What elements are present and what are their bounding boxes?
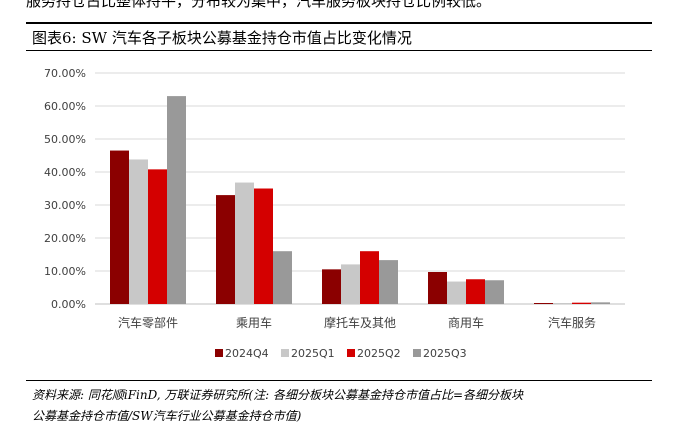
y-tick-label: 0.00% — [51, 298, 86, 311]
x-tick-label: 摩托车及其他 — [324, 315, 396, 330]
bar-2025Q1-0 — [129, 159, 148, 304]
bar-2025Q2-3 — [466, 279, 485, 304]
source-note: 资料来源: 同花顺iFinD, 万联证券研究所(注: 各细分板块公募基金持仓市值… — [32, 388, 524, 402]
y-axis-ticks: 0.00% 10.00% 20.00% 30.00% 40.00% 50.00% 60.00… — [44, 67, 86, 311]
bars — [110, 96, 610, 304]
y-tick-label: 10.00% — [44, 265, 86, 278]
y-tick-label: 30.00% — [44, 199, 86, 212]
x-tick-label: 汽车零部件 — [118, 315, 178, 330]
bar-2025Q2-1 — [254, 188, 273, 304]
y-tick-label: 60.00% — [44, 100, 86, 113]
y-tick-label: 40.00% — [44, 166, 86, 179]
top-cut-text: 服务持仓占比整体持平，分布较为集中，汽车服务板块持仓比例较低。 — [26, 0, 492, 10]
bar-2025Q3-1 — [273, 251, 292, 304]
source-top-rule — [26, 380, 652, 381]
figure-title: 图表6: SW 汽车各子板块公募基金持仓市值占比变化情况 — [32, 29, 412, 47]
x-tick-label: 乘用车 — [236, 315, 272, 330]
y-tick-label: 70.00% — [44, 67, 86, 80]
bar-2025Q3-0 — [167, 96, 186, 304]
legend-swatch — [347, 349, 355, 357]
legend: 2024Q4 2025Q1 2025Q2 2025Q3 — [215, 347, 467, 360]
bar-2024Q4-3 — [428, 271, 447, 304]
bar-2025Q1-1 — [235, 182, 254, 304]
x-axis-ticks: 汽车零部件 乘用车 摩托车及其他 商用车 汽车服务 — [118, 315, 596, 330]
bar-2025Q2-4 — [572, 302, 591, 304]
legend-label: 2025Q1 — [291, 347, 335, 360]
legend-swatch — [413, 349, 421, 357]
bar-2025Q3-4 — [591, 302, 610, 304]
legend-label: 2024Q4 — [225, 347, 269, 360]
legend-swatch — [215, 349, 223, 357]
bar-2025Q3-2 — [379, 260, 398, 304]
bar-2025Q3-3 — [485, 280, 504, 304]
y-tick-label: 50.00% — [44, 133, 86, 146]
legend-label: 2025Q3 — [423, 347, 467, 360]
source-note-continued: 公募基金持仓市值/SW汽车行业公募基金持仓市值) — [32, 409, 302, 423]
bar-2025Q1-2 — [341, 264, 360, 304]
bar-2025Q1-3 — [447, 281, 466, 304]
bar-2025Q2-0 — [148, 169, 167, 304]
legend-label: 2025Q2 — [357, 347, 401, 360]
x-tick-label: 商用车 — [448, 315, 484, 330]
bar-2024Q4-1 — [216, 195, 235, 304]
bar-2024Q4-2 — [322, 269, 341, 304]
legend-swatch — [281, 349, 289, 357]
title-top-rule — [26, 22, 652, 24]
title-bottom-rule — [26, 50, 652, 51]
bar-2025Q1-4 — [553, 303, 572, 304]
bar-2024Q4-4 — [534, 303, 553, 304]
y-tick-label: 20.00% — [44, 232, 86, 245]
bar-2025Q2-2 — [360, 251, 379, 304]
x-tick-label: 汽车服务 — [548, 315, 596, 330]
bar-2024Q4-0 — [110, 150, 129, 304]
